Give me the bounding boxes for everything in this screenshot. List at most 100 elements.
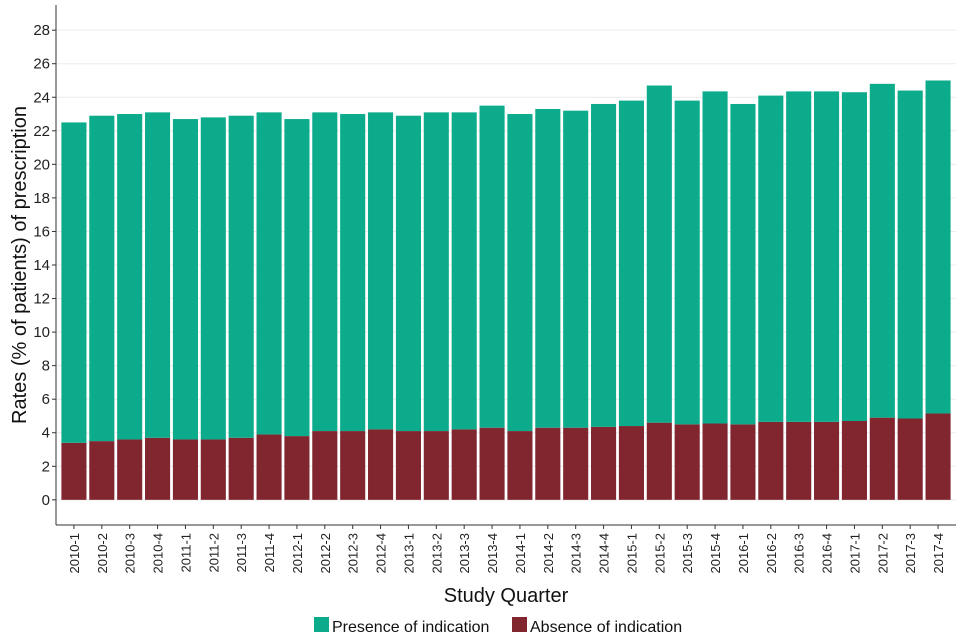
x-tick-label: 2014-2	[541, 533, 556, 573]
bar-absence-of-indication	[786, 421, 812, 500]
bar-absence-of-indication	[897, 418, 923, 500]
x-tick-label: 2011-2	[206, 533, 221, 573]
x-tick-label: 2013-2	[429, 533, 444, 573]
x-tick-label: 2014-4	[597, 533, 612, 573]
bar-presence-of-indication	[618, 100, 644, 427]
y-axis-title: Rates (% of patients) of prescription	[9, 106, 31, 424]
y-tick-label: 6	[42, 391, 50, 408]
x-tick-label: 2015-3	[680, 533, 695, 573]
x-tick-label: 2016-2	[764, 533, 779, 573]
y-tick-label: 4	[42, 425, 50, 442]
y-tick-label: 2	[42, 458, 50, 475]
bar-absence-of-indication	[256, 434, 282, 500]
y-tick-label: 16	[33, 223, 50, 240]
x-tick-label: 2012-1	[290, 533, 305, 573]
legend-label-presence: Presence of indication	[332, 619, 489, 636]
bar-presence-of-indication	[563, 110, 589, 428]
x-axis-title: Study Quarter	[444, 585, 569, 607]
bar-presence-of-indication	[925, 80, 951, 414]
bar-presence-of-indication	[674, 100, 700, 425]
y-tick-label: 8	[42, 358, 50, 375]
bar-presence-of-indication	[117, 114, 143, 440]
x-tick-label: 2014-3	[569, 533, 584, 573]
legend-swatch-presence	[314, 617, 329, 632]
x-tick-label: 2013-4	[485, 533, 500, 573]
bar-absence-of-indication	[284, 436, 310, 500]
bar-presence-of-indication	[897, 90, 923, 419]
x-ticks: 2010-1 2010-2 2010-3 2010-4 2011-1 2011-2 2011…	[67, 525, 946, 573]
x-tick-label: 2010-3	[123, 533, 138, 573]
bar-absence-of-indication	[646, 422, 672, 500]
bar-absence-of-indication	[368, 429, 394, 500]
x-tick-label: 2013-3	[457, 533, 472, 573]
x-tick-label: 2014-1	[513, 533, 528, 573]
bar-absence-of-indication	[423, 431, 449, 500]
bar-absence-of-indication	[563, 427, 589, 500]
x-tick-label: 2010-1	[67, 533, 82, 573]
x-tick-label: 2017-2	[875, 533, 890, 573]
bar-absence-of-indication	[507, 431, 533, 500]
bar-presence-of-indication	[61, 122, 87, 443]
x-tick-label: 2015-2	[652, 533, 667, 573]
bar-absence-of-indication	[535, 427, 561, 500]
bar-absence-of-indication	[228, 437, 254, 500]
bar-absence-of-indication	[200, 439, 226, 500]
bar-presence-of-indication	[841, 92, 867, 422]
y-tick-label: 14	[33, 257, 50, 274]
legend: Presence of indication Absence of indica…	[314, 617, 682, 636]
y-tick-label: 20	[33, 156, 50, 173]
x-tick-label: 2011-3	[234, 533, 249, 573]
bar-presence-of-indication	[256, 112, 282, 435]
x-tick-label: 2017-3	[903, 533, 918, 573]
bar-presence-of-indication	[730, 103, 756, 425]
bar-presence-of-indication	[702, 91, 728, 424]
bar-absence-of-indication	[618, 426, 644, 500]
bar-absence-of-indication	[61, 442, 87, 500]
x-tick-label: 2016-4	[820, 533, 835, 573]
legend-swatch-absence	[512, 617, 527, 632]
bar-presence-of-indication	[172, 119, 198, 440]
x-tick-label: 2016-3	[792, 533, 807, 573]
y-tick-label: 0	[42, 492, 50, 509]
bar-presence-of-indication	[479, 105, 505, 428]
bar-absence-of-indication	[89, 441, 115, 500]
x-tick-label: 2016-1	[736, 533, 751, 573]
y-tick-label: 28	[33, 22, 50, 39]
x-tick-label: 2017-1	[847, 533, 862, 573]
bar-absence-of-indication	[814, 421, 840, 500]
bar-presence-of-indication	[395, 115, 421, 432]
bar-presence-of-indication	[423, 112, 449, 432]
bar-absence-of-indication	[117, 439, 143, 500]
bar-absence-of-indication	[340, 431, 366, 500]
bar-absence-of-indication	[674, 424, 700, 500]
bar-presence-of-indication	[758, 95, 784, 422]
x-tick-label: 2010-2	[95, 533, 110, 573]
x-tick-label: 2010-4	[151, 533, 166, 573]
x-tick-label: 2015-4	[708, 533, 723, 573]
bar-absence-of-indication	[479, 427, 505, 500]
bar-presence-of-indication	[451, 112, 477, 430]
y-tick-label: 24	[33, 89, 50, 106]
x-tick-label: 2013-1	[401, 533, 416, 573]
x-tick-label: 2011-4	[262, 533, 277, 573]
bar-absence-of-indication	[702, 423, 728, 500]
bar-presence-of-indication	[89, 115, 115, 442]
bar-absence-of-indication	[451, 429, 477, 500]
legend-label-absence: Absence of indication	[530, 619, 682, 636]
bar-absence-of-indication	[591, 426, 617, 500]
x-tick-label: 2012-4	[374, 533, 389, 573]
bar-presence-of-indication	[591, 103, 617, 427]
y-tick-label: 18	[33, 190, 50, 207]
bar-presence-of-indication	[145, 112, 171, 438]
bar-absence-of-indication	[730, 424, 756, 500]
bar-absence-of-indication	[172, 439, 198, 500]
bar-absence-of-indication	[758, 421, 784, 500]
y-tick-label: 26	[33, 56, 50, 73]
x-tick-label: 2017-4	[931, 533, 946, 573]
x-tick-label: 2011-1	[178, 533, 193, 573]
bar-presence-of-indication	[340, 114, 366, 432]
y-tick-label: 10	[33, 324, 50, 341]
y-tick-label: 12	[33, 291, 50, 308]
